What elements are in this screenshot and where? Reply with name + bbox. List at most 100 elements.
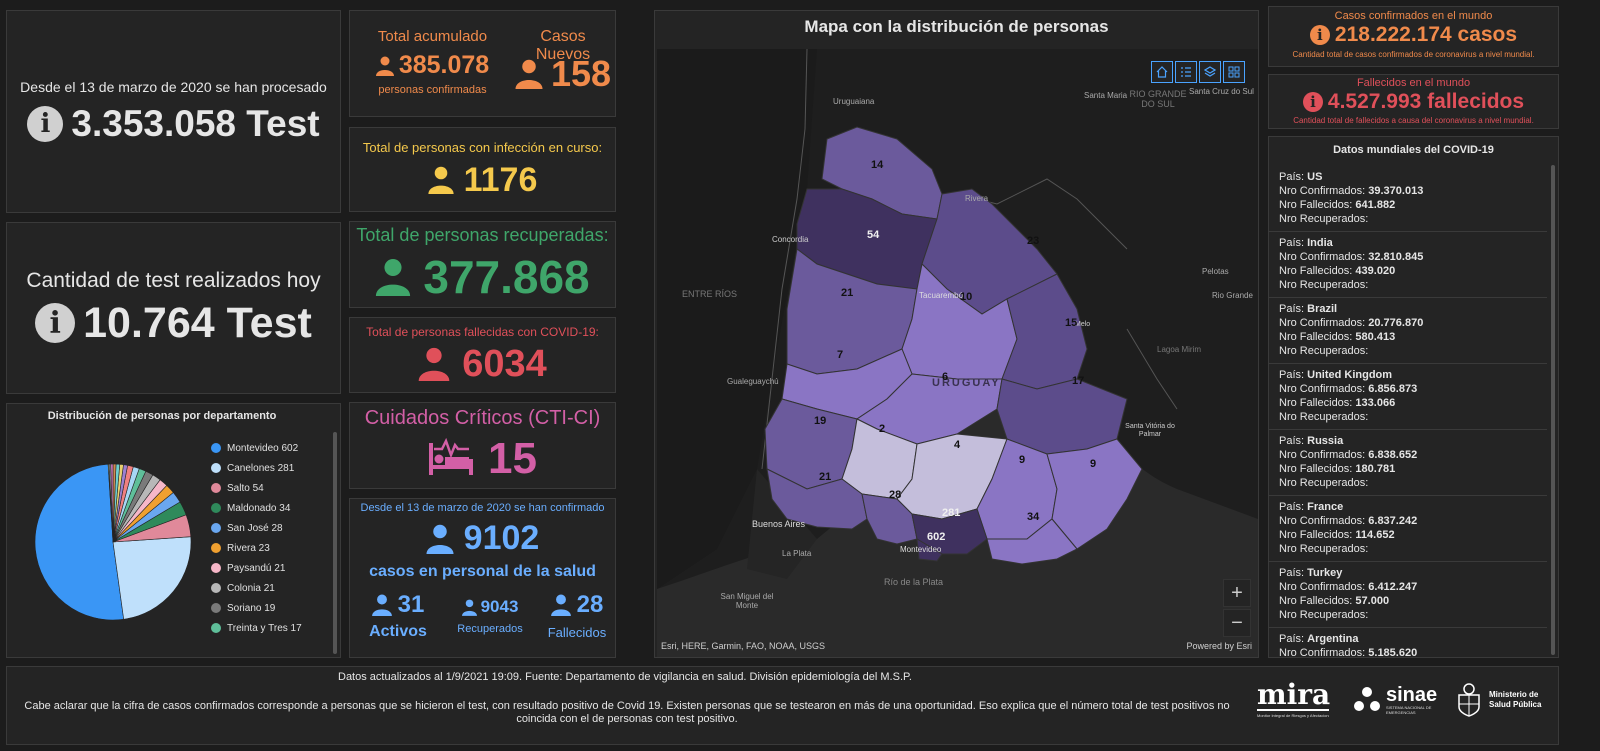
dept-count-canelones: 281	[942, 507, 961, 519]
country-recovered-row: Nro Recuperados:	[1279, 213, 1369, 225]
dept-colonia[interactable]	[766, 468, 868, 530]
cti-title: Cuidados Críticos (CTI-CI)	[364, 407, 601, 429]
legend-label: Montevideo 602	[227, 442, 299, 454]
mira-logo: mira Monitor Integral de Riesgos y Afect…	[1257, 678, 1331, 718]
fallecidos-value: 28	[576, 591, 604, 618]
tests-today-caption: Cantidad de test realizados hoy	[26, 268, 321, 292]
footer-panel: Datos actualizados al 1/9/2021 19:09. Fu…	[6, 666, 1559, 745]
place-label-rio-grande-sul: RIO GRANDE DO SUL	[1129, 89, 1187, 109]
legend-item[interactable]: Soriano 19	[211, 598, 302, 618]
legend-item[interactable]: Maldonado 34	[211, 498, 302, 518]
tests-total-value: 3.353.058 Test	[71, 102, 320, 144]
country-deaths-row: Nro Fallecidos: 641.882	[1279, 199, 1396, 211]
activos-value: 31	[397, 591, 425, 618]
map-toolbar	[1149, 61, 1245, 83]
map-title: Mapa con la distribución de personas	[804, 17, 1109, 36]
country-name-row: País: Argentina	[1279, 633, 1359, 645]
pie-chart	[34, 463, 192, 621]
map-labels: Uruguaiana Santa Maria Santa Cruz do Sul RI…	[657, 49, 1258, 657]
person-icon	[515, 59, 543, 89]
legend-swatch	[211, 523, 221, 533]
mundo-confirmados-panel: Casos confirmados en el mundo i 218.222.…	[1268, 6, 1559, 67]
sinae-icon	[1354, 687, 1380, 711]
dept-san-jose[interactable]	[861, 493, 918, 545]
world-country-item[interactable]: País: Russia Nro Confirmados: 6.838.652 Nr…	[1269, 430, 1547, 496]
world-country-item[interactable]: País: United Kingdom Nro Confirmados: 6.8…	[1269, 364, 1547, 430]
recuperadas-panel: Total de personas recuperadas: 377.868	[349, 221, 616, 308]
pie-slice-flores[interactable]	[107, 463, 114, 543]
dept-count-florida: 4	[954, 439, 961, 451]
country-name-row: País: Russia	[1279, 435, 1344, 447]
world-country-item[interactable]: País: Brazil Nro Confirmados: 20.776.870 N…	[1269, 298, 1547, 364]
home-icon[interactable]	[1151, 61, 1173, 83]
dept-maldonado[interactable]	[986, 518, 1078, 565]
legend-swatch	[211, 543, 221, 553]
world-country-item[interactable]: País: Argentina Nro Confirmados: 5.185.62…	[1269, 628, 1547, 657]
country-recovered-row: Nro Recuperados:	[1279, 279, 1369, 291]
dept-count-artigas: 14	[871, 159, 884, 171]
acumulado-panel: Total acumulado 385.078 personas confirm…	[349, 10, 616, 117]
place-label-rivera: Rivera	[965, 194, 989, 203]
place-label-tacuarembo: Tacuarembó	[919, 291, 964, 300]
person-icon	[550, 594, 571, 616]
zoom-in-button[interactable]: +	[1223, 579, 1251, 607]
acumulado-title: Total acumulado	[377, 28, 488, 45]
basemap-gallery-icon[interactable]	[1223, 61, 1245, 83]
pie-slice-montevideo[interactable]	[34, 463, 125, 621]
info-icon: i	[35, 303, 76, 343]
dept-count-san-josé: 28	[889, 489, 902, 501]
pie-chart-title: Distribución de personas por departament…	[47, 410, 277, 422]
world-country-item[interactable]: País: India Nro Confirmados: 32.810.845 Nr…	[1269, 232, 1547, 298]
dept-rocha[interactable]	[1046, 438, 1143, 550]
zoom-out-button[interactable]: −	[1223, 609, 1251, 637]
legend-swatch	[211, 503, 221, 513]
dept-montevideo[interactable]	[916, 538, 943, 562]
dept-count-rocha: 9	[1090, 458, 1097, 470]
world-country-item[interactable]: País: France Nro Confirmados: 6.837.242 Nr…	[1269, 496, 1547, 562]
legend-label: San José 28	[227, 522, 283, 534]
msp-logo: Ministerio de Salud Pública	[1455, 683, 1545, 717]
legend-item[interactable]: Canelones 281	[211, 458, 302, 478]
legend-scrollbar[interactable]	[333, 432, 337, 654]
mundo-confirmados-value: 218.222.174 casos	[1334, 23, 1518, 46]
legend-list-icon[interactable]	[1175, 61, 1197, 83]
world-country-item[interactable]: País: Turkey Nro Confirmados: 6.412.247 Nr…	[1269, 562, 1547, 628]
legend-swatch	[211, 583, 221, 593]
place-label-melo: Melo	[1075, 321, 1091, 328]
legend-item[interactable]: Colonia 21	[211, 578, 302, 598]
world-list-scrollbar[interactable]	[1551, 165, 1555, 655]
legend-label: Colonia 21	[227, 582, 275, 594]
place-label-rio-plata: Río de la Plata	[884, 577, 944, 587]
fallecidas-title: Total de personas fallecidas con COVID-1…	[366, 324, 599, 339]
map-view[interactable]: Uruguaiana Santa Maria Santa Cruz do Sul RI…	[657, 49, 1258, 657]
legend-item[interactable]: Treinta y Tres 17	[211, 618, 302, 638]
legend-item[interactable]: Paysandú 21	[211, 558, 302, 578]
legend-swatch	[211, 463, 221, 473]
pie-slice-canelones[interactable]	[112, 536, 192, 620]
legend-label: Rivera 23	[227, 542, 270, 554]
legend-swatch	[211, 603, 221, 613]
dept-count-rivera: 23	[1027, 235, 1040, 247]
dept-count-salto: 54	[867, 229, 880, 241]
legend-item[interactable]: Salto 54	[211, 478, 302, 498]
mundo-fallecidos-panel: Fallecidos en el mundo i 4.527.993 falle…	[1268, 74, 1559, 129]
country-name-row: País: France	[1279, 501, 1344, 513]
info-icon: i	[1302, 92, 1323, 112]
dept-count-flores: 2	[879, 423, 886, 435]
world-country-item[interactable]: País: US Nro Confirmados: 39.370.013 Nro F…	[1269, 166, 1547, 232]
coat-of-arms-icon	[1458, 683, 1480, 717]
country-confirmed-row: Nro Confirmados: 6.838.652	[1279, 449, 1418, 461]
legend-item[interactable]: Rivera 23	[211, 538, 302, 558]
legend-item[interactable]: Montevideo 602	[211, 438, 302, 458]
place-label-concordia: Concordia	[772, 235, 809, 244]
legend-item[interactable]: San José 28	[211, 518, 302, 538]
tests-today-value: 10.764 Test	[83, 298, 312, 347]
map-powered-by[interactable]: Powered by Esri	[1186, 641, 1252, 651]
country-name-row: País: India	[1279, 237, 1333, 249]
country-label: URUGUAY	[932, 377, 1001, 389]
place-label-la-plata: La Plata	[782, 549, 812, 558]
dept-count-maldonado: 34	[1027, 511, 1040, 523]
world-country-list[interactable]: País: US Nro Confirmados: 39.370.013 Nro F…	[1269, 166, 1547, 657]
mundo-fallecidos-value: 4.527.993 fallecidos	[1327, 90, 1525, 113]
layers-icon[interactable]	[1199, 61, 1221, 83]
